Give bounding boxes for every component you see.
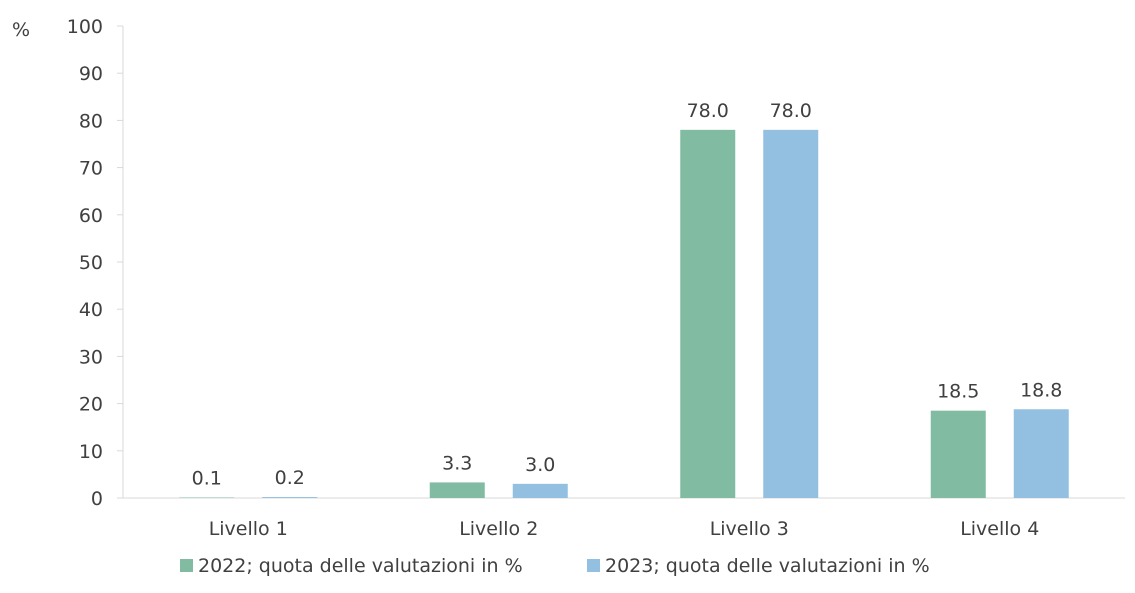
y-axis-unit-label: % xyxy=(12,19,30,41)
y-tick-label: 90 xyxy=(79,63,103,85)
y-axis: 0 10 20 30 40 50 60 70 80 90 100 xyxy=(67,16,124,510)
data-label: 18.5 xyxy=(937,381,979,403)
data-label: 78.0 xyxy=(687,100,729,122)
y-tick-label: 70 xyxy=(79,158,103,180)
data-label: 0.1 xyxy=(192,468,222,490)
bar xyxy=(930,410,986,498)
x-category-label: Livello 3 xyxy=(710,518,789,540)
data-label: 3.0 xyxy=(525,454,555,476)
x-category-label: Livello 1 xyxy=(209,518,288,540)
x-axis: Livello 1 Livello 2 Livello 3 Livello 4 xyxy=(123,497,1125,540)
bar xyxy=(1013,409,1069,498)
y-tick-label: 80 xyxy=(79,110,103,132)
y-tick-label: 30 xyxy=(79,346,103,368)
y-tick-label: 60 xyxy=(79,205,103,227)
bar xyxy=(763,129,819,498)
data-label: 78.0 xyxy=(770,100,812,122)
data-label: 18.8 xyxy=(1020,379,1062,401)
y-tick-label: 0 xyxy=(91,488,103,510)
legend-label: 2023; quota delle valutazioni in % xyxy=(605,555,930,577)
bars xyxy=(179,129,1069,498)
legend-swatch xyxy=(587,559,600,572)
legend-label: 2022; quota delle valutazioni in % xyxy=(198,555,523,577)
bar xyxy=(262,497,318,498)
data-label: 3.3 xyxy=(442,452,472,474)
legend-swatch xyxy=(180,559,193,572)
bar xyxy=(429,482,485,498)
x-category-label: Livello 2 xyxy=(459,518,538,540)
bar xyxy=(512,483,568,498)
x-category-label: Livello 4 xyxy=(960,518,1039,540)
y-tick-label: 10 xyxy=(79,441,103,463)
data-label: 0.2 xyxy=(275,467,305,489)
y-tick-label: 100 xyxy=(67,16,103,38)
data-labels: 0.1 0.2 3.3 3.0 78.0 78.0 18.5 18.8 xyxy=(192,100,1063,490)
y-tick-label: 20 xyxy=(79,394,103,416)
y-tick-label: 50 xyxy=(79,252,103,274)
y-tick-label: 40 xyxy=(79,299,103,321)
bar xyxy=(680,129,736,498)
legend: 2022; quota delle valutazioni in % 2023; … xyxy=(180,555,930,577)
